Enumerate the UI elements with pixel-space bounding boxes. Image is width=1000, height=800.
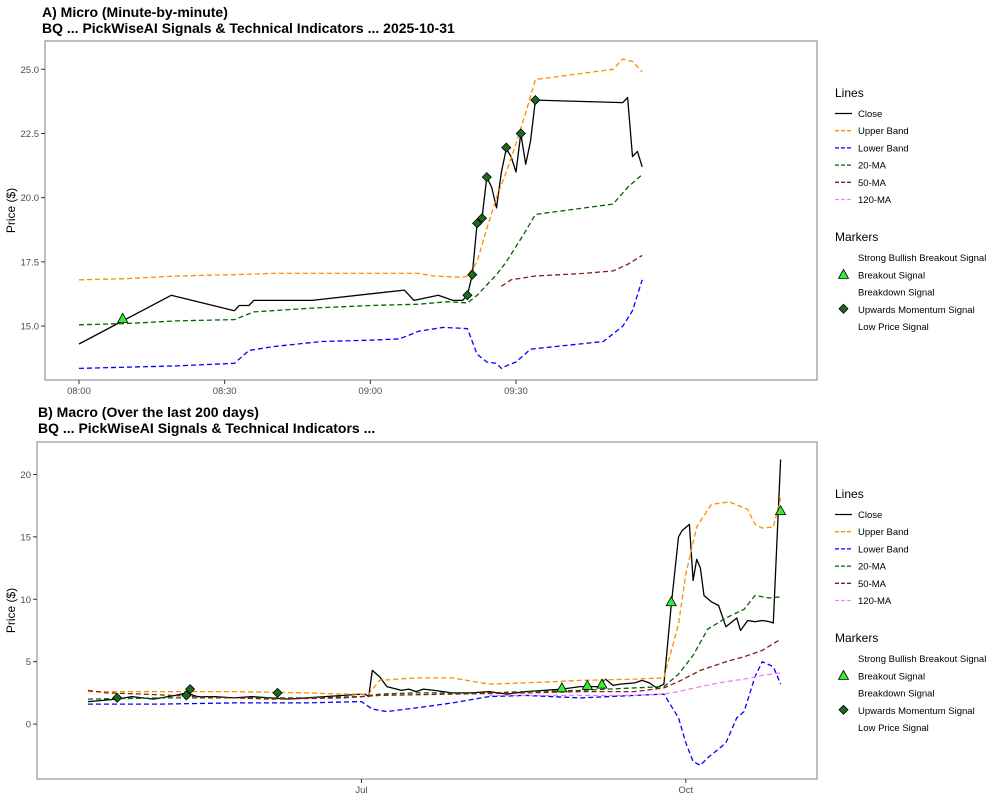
panel-b-title-line2: BQ ... PickWiseAI Signals & Technical In… — [38, 420, 376, 436]
panel-a-marker-upwards-momentum-signal — [467, 269, 478, 280]
panel-b-legend-lines-title: Lines — [835, 487, 864, 501]
panel-b-marker-upwards-momentum-signal — [272, 687, 283, 698]
panel-b-y-tick-label: 5 — [26, 657, 31, 668]
panel-b-y-tick-label: 0 — [26, 720, 31, 731]
panel-b-legend-key-breakout-signal — [837, 669, 850, 680]
panel-a-y-tick-label: 25.0 — [21, 65, 40, 76]
panel-a-legend-label-upper-band: Upper Band — [858, 126, 909, 137]
panel-b-series-lower-band — [88, 661, 782, 766]
panel-b-marker-breakout-signal — [581, 679, 594, 690]
panel-a-marker-upwards-momentum-signal — [515, 128, 526, 139]
panel-a-micro-chart: 15.0 17.5 20.0 22.5 25.0 08:00 08:30 09:00 09:30… — [4, 40, 986, 397]
panel-b-legend-label-50-ma: 50-MA — [858, 579, 887, 590]
panel-b-legend-label-low-price-signal: Low Price Signal — [858, 723, 929, 734]
panel-b-legend-label-strong-bullish-breakout-signal: Strong Bullish Breakout Signal — [858, 654, 986, 665]
panel-b-x-tick-label: Jul — [355, 785, 367, 796]
panel-a-legend-label-close: Close — [858, 109, 882, 120]
panel-b-marker-breakout-signal — [774, 504, 787, 516]
panel-b-legend-label-upper-band: Upper Band — [858, 527, 909, 538]
panel-b-legend-label-upwards-momentum-signal: Upwards Momentum Signal — [858, 706, 975, 717]
panel-a-series-50-ma — [501, 254, 643, 287]
panel-a-marker-upwards-momentum-signal — [501, 142, 512, 153]
panel-a-legend-label-breakout-signal: Breakout Signal — [858, 270, 925, 281]
panel-b-legend-markers-title: Markers — [835, 631, 878, 645]
panel-a-legend-label-low-price-signal: Low Price Signal — [858, 322, 929, 333]
panel-b-marker-upwards-momentum-signal — [112, 692, 123, 703]
panel-a-legend-label-20-ma: 20-MA — [858, 161, 887, 172]
panel-a-legend-label-breakdown-signal: Breakdown Signal — [858, 288, 935, 299]
panel-a-x-tick-label: 09:00 — [358, 386, 382, 397]
panel-b-x-tick-label: Oct — [678, 785, 693, 796]
panel-a-y-tick-label: 20.0 — [21, 193, 40, 204]
panel-a-marker-upwards-momentum-signal — [530, 95, 541, 106]
panel-a-legend-label-lower-band: Lower Band — [858, 143, 909, 154]
panel-a-x-tick-label: 08:00 — [67, 386, 91, 397]
panel-a-marker-upwards-momentum-signal — [472, 218, 483, 229]
panel-a-x-tick-label: 08:30 — [213, 386, 237, 397]
panel-a-y-tick-label: 22.5 — [21, 129, 40, 140]
panel-a-series-close — [78, 96, 643, 345]
panel-a-legend-label-upwards-momentum-signal: Upwards Momentum Signal — [858, 305, 975, 316]
panel-b-marker-breakout-signal — [665, 595, 677, 607]
panel-a-y-axis-label: Price ($) — [4, 188, 18, 233]
panel-b-series-20-ma — [87, 594, 781, 700]
panel-b-legend-label-breakdown-signal: Breakdown Signal — [858, 689, 935, 700]
panel-a-title-line2: BQ ... PickWiseAI Signals & Technical In… — [42, 20, 455, 36]
panel-b-marker-breakout-signal — [556, 682, 568, 693]
panel-b-y-tick-label: 20 — [20, 470, 31, 481]
panel-a-marker-upwards-momentum-signal — [462, 290, 473, 301]
panel-a-x-tick-label: 09:30 — [504, 386, 528, 397]
panel-a-marker-upwards-momentum-signal — [481, 172, 492, 183]
panel-a-legend-key-upwards-momentum-signal — [838, 303, 849, 314]
panel-a-y-tick-label: 17.5 — [21, 257, 40, 268]
panel-a-marker-upwards-momentum-signal — [476, 213, 488, 224]
panel-a-title-line1: A) Micro (Minute-by-minute) — [42, 4, 228, 20]
panel-b-y-axis-label: Price ($) — [4, 588, 18, 633]
panel-a-series-20-ma — [78, 174, 643, 326]
panel-a-legend-key-breakout-signal — [837, 268, 850, 279]
panel-b-legend-label-lower-band: Lower Band — [858, 544, 909, 555]
panel-a-legend-label-120-ma: 120-MA — [858, 195, 892, 206]
panel-a-series-upper-band — [78, 58, 643, 281]
panel-b-legend-label-close: Close — [858, 510, 882, 521]
panel-b-y-tick-label: 15 — [20, 532, 31, 543]
panel-b-plot-frame — [36, 441, 818, 780]
panel-b-series-upper-band — [88, 498, 782, 695]
panel-b-marker-breakout-signal — [596, 678, 608, 689]
panel-a-legend-label-50-ma: 50-MA — [858, 178, 887, 189]
panel-b-legend-label-20-ma: 20-MA — [858, 562, 887, 573]
panel-b-marker-upwards-momentum-signal — [185, 684, 196, 695]
panel-a-title: A) Micro (Minute-by-minute) BQ ... PickW… — [42, 4, 455, 36]
panel-b-series-120-ma — [489, 672, 781, 697]
panel-a-legend-lines-title: Lines — [835, 86, 864, 100]
panel-a-legend-markers-title: Markers — [835, 230, 878, 244]
panel-b-legend-label-breakout-signal: Breakout Signal — [858, 671, 925, 682]
panel-b-title-line1: B) Macro (Over the last 200 days) — [38, 404, 259, 420]
panel-b-macro-chart: 0 5 10 15 20 Jul Oct Price ($) Lines Close Upper B… — [4, 441, 986, 796]
panel-b-y-tick-label: 10 — [20, 595, 31, 606]
panel-a-plot-frame — [44, 40, 818, 381]
panel-b-legend-key-upwards-momentum-signal — [838, 704, 849, 715]
panel-b-marker-upwards-momentum-signal — [181, 690, 192, 701]
panel-a-y-tick-label: 15.0 — [21, 322, 40, 333]
panel-b-title: B) Macro (Over the last 200 days) BQ ...… — [38, 404, 375, 436]
panel-a-series-lower-band — [78, 279, 643, 370]
panel-a-marker-breakout-signal — [117, 312, 129, 323]
panel-a-legend-label-strong-bullish-breakout-signal: Strong Bullish Breakout Signal — [858, 253, 986, 264]
panel-b-legend-label-120-ma: 120-MA — [858, 596, 892, 607]
